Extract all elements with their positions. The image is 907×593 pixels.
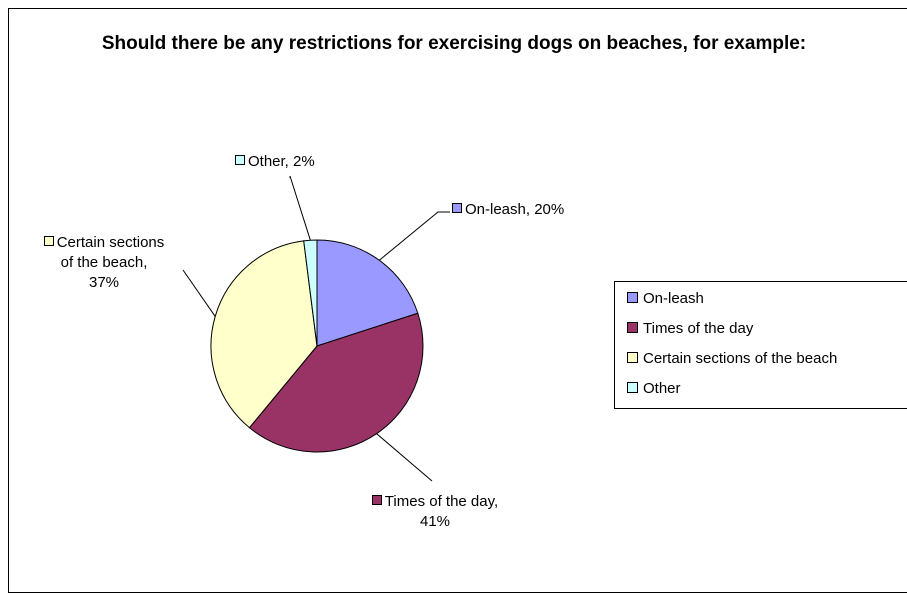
leader-line xyxy=(376,433,433,482)
pie-chart xyxy=(182,175,450,482)
other-legend-icon xyxy=(627,382,638,393)
certain-sections-legend-icon xyxy=(627,352,638,363)
leader-line xyxy=(289,175,311,241)
data-label-times-of-day: Times of the day, 41% xyxy=(340,492,530,532)
data-label-on-leash: On-leash, 20% xyxy=(452,200,564,220)
times-swatch-icon xyxy=(371,495,382,505)
data-label-certain-sections: Certain sections of the beach, 37% xyxy=(20,233,188,293)
data-label-other: Other, 2% xyxy=(235,152,315,172)
legend-item-certain-sections: Certain sections of the beach xyxy=(627,350,837,367)
other-swatch-icon xyxy=(235,155,245,165)
pie-slice-certain-sections xyxy=(210,240,318,429)
on-leash-swatch-icon xyxy=(452,203,462,213)
pie-slice-other xyxy=(303,239,318,347)
pie-slice-times-of-day xyxy=(248,312,424,453)
leader-line xyxy=(378,211,450,261)
legend: On-leash Times of the day Certain sectio… xyxy=(614,281,907,409)
on-leash-legend-icon xyxy=(627,292,638,303)
legend-item-on-leash: On-leash xyxy=(627,290,704,307)
certain-sections-swatch-icon xyxy=(43,236,54,246)
legend-item-other: Other xyxy=(627,380,681,397)
chart-title: Should there be any restrictions for exe… xyxy=(101,33,807,54)
legend-item-times-of-day: Times of the day xyxy=(627,320,753,337)
times-legend-icon xyxy=(627,322,638,333)
leader-line xyxy=(182,269,216,317)
